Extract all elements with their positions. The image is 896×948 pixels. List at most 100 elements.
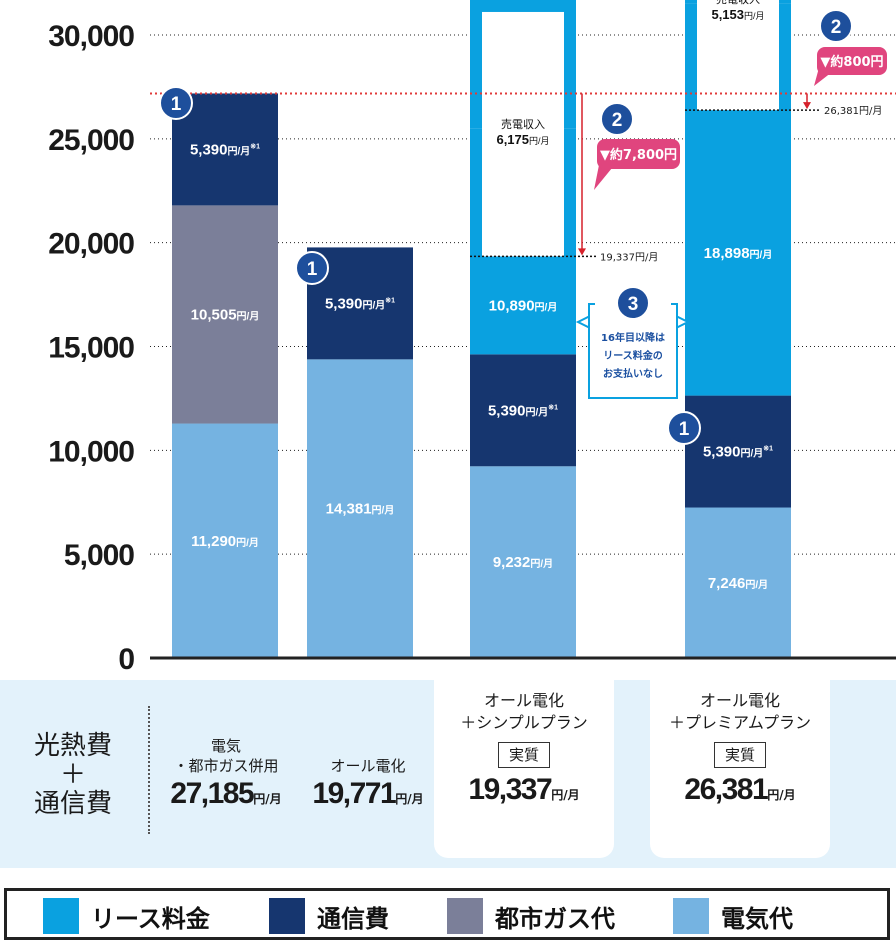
summary-col-2: オール電化 19,771円/月: [294, 756, 442, 815]
legend-label: 通信費: [317, 904, 389, 933]
badge-circle: [295, 251, 329, 285]
segment-value: 7,246: [708, 575, 746, 592]
saving-arrowhead: [578, 248, 586, 256]
badge-circle: [600, 102, 634, 136]
segment-value: 5,390: [488, 402, 526, 419]
col-value: 19,771: [312, 777, 396, 810]
segment-unit: 円/月: [530, 558, 553, 570]
y-tick-label: 25,000: [48, 124, 134, 157]
stacked-bar-chart: 0 5,000 10,000 15,000 20,000 25,000 30,000 売電収入…: [48, 0, 896, 676]
sale-income-value: 5,153円/月: [711, 7, 764, 22]
badge-circle: [667, 411, 701, 445]
y-tick-label: 5,000: [64, 539, 134, 572]
badge-circle: [616, 286, 650, 320]
segment-unit: 円/月: [372, 505, 395, 517]
badge-number: 3: [628, 294, 639, 315]
segment-value: 18,898: [704, 245, 750, 262]
row-label-line: ＋: [59, 760, 86, 790]
sale-income-value: 6,175円/月: [496, 132, 549, 147]
col-unit: 円/月: [253, 792, 282, 806]
badge-circle: [159, 86, 193, 120]
y-tick-label: 0: [118, 643, 134, 676]
segment-value: 5,390: [703, 444, 741, 461]
segment-unit: 円/月: [750, 249, 773, 261]
segment-value-label: 10,890円/月: [489, 297, 558, 314]
col-name-line: オール電化: [699, 691, 780, 710]
col-value: 27,185: [170, 777, 254, 810]
legend-label: 都市ガス代: [495, 904, 615, 933]
badge-number: 2: [831, 17, 842, 38]
segment-value-label: 5,390円/月※1: [488, 402, 558, 419]
row-label: 光熱費 ＋ 通信費: [18, 732, 128, 819]
segment-value: 9,232: [493, 554, 531, 571]
badge-number: 1: [679, 419, 690, 440]
legend-label: 電気代: [721, 904, 793, 933]
legend-item-lease: リース料金: [43, 898, 210, 934]
col-name-line: ＋プレミアムプラン: [669, 713, 811, 732]
segment-note: ※1: [763, 445, 773, 453]
summary-col-4: オール電化 ＋プレミアムプラン 実質 26,381円/月: [650, 690, 830, 811]
segment-note: ※1: [385, 296, 395, 304]
col-unit: 円/月: [551, 788, 580, 802]
segment-value-label: 11,290円/月: [191, 533, 259, 550]
col-value: 19,337: [468, 773, 552, 806]
sale-income-unit: 円/月: [529, 136, 550, 146]
legend: リース料金 通信費 都市ガス代 電気代: [4, 888, 890, 940]
badge-number: 1: [171, 94, 182, 115]
bar-segment-elec: [470, 466, 576, 658]
bar-segment-gas: [172, 205, 278, 424]
saving-arrowhead: [803, 102, 811, 110]
segment-unit: 円/月: [228, 145, 251, 157]
segment-value-label: 9,232円/月: [493, 554, 553, 571]
summary-col-3: オール電化 ＋シンプルプラン 実質 19,337円/月: [434, 690, 614, 811]
segment-value: 11,290: [191, 533, 236, 550]
segment-value-label: 5,390円/月※1: [325, 295, 395, 312]
segment-unit: 円/月: [236, 537, 259, 549]
segment-value-label: 7,246円/月: [708, 575, 768, 592]
y-tick-label: 10,000: [48, 435, 134, 468]
legend-swatch: [673, 898, 709, 934]
callout-3-line: お支払いなし: [603, 367, 663, 380]
segment-unit: 円/月: [741, 448, 764, 460]
segment-value-label: 14,381円/月: [326, 501, 395, 518]
segment-unit: 円/月: [535, 301, 558, 313]
effective-badge: 実質: [497, 742, 550, 768]
bar-segment-elec: [172, 423, 278, 658]
saving-bubble-premium-label: ▼約800円: [820, 54, 883, 70]
dotted-divider: [148, 706, 150, 834]
summary-card-simple: [434, 680, 614, 858]
summary-card-premium: [650, 680, 830, 858]
bar-segment-comm: [685, 395, 791, 508]
saving-bubble-simple-label: ▼約7,800円: [600, 147, 677, 163]
sale-income-amount: 5,153: [711, 7, 744, 22]
col-unit: 円/月: [767, 788, 796, 802]
segment-unit: 円/月: [745, 579, 768, 591]
col-name-line: ＋シンプルプラン: [460, 713, 588, 732]
col-name-line: 電気: [210, 737, 241, 755]
col-value: 26,381: [684, 773, 768, 806]
segment-unit: 円/月: [237, 310, 260, 322]
sale-income-unit: 円/月: [744, 11, 765, 21]
segment-value-label: 5,390円/月※1: [190, 141, 260, 158]
segment-value-label: 5,390円/月※1: [703, 444, 773, 461]
segment-unit: 円/月: [363, 299, 386, 311]
col-name-line: ・都市ガス併用: [173, 757, 279, 775]
row-label-line: 光熱費: [33, 731, 112, 761]
bar-segment-comm: [470, 354, 576, 467]
cost-summary-panel: 光熱費 ＋ 通信費 電気 ・都市ガス併用 27,185円/月 オール電化 19,…: [0, 680, 896, 870]
segment-value: 5,390: [325, 295, 363, 312]
col-unit: 円/月: [395, 792, 424, 806]
segment-value: 10,890: [489, 297, 535, 314]
legend-label: リース料金: [91, 904, 210, 933]
segment-value: 5,390: [190, 141, 228, 158]
row-label-line: 通信費: [33, 789, 112, 819]
legend-swatch: [269, 898, 305, 934]
col-name-line: オール電化: [483, 691, 564, 710]
y-tick-label: 30,000: [48, 20, 134, 53]
legend-item-electricity: 電気代: [673, 898, 793, 934]
summary-col-1: 電気 ・都市ガス併用 27,185円/月: [152, 736, 300, 815]
segment-unit: 円/月: [526, 406, 549, 418]
bar-segment-elec: [307, 359, 413, 658]
y-tick-label: 15,000: [48, 332, 134, 365]
segment-note: ※1: [548, 403, 558, 411]
